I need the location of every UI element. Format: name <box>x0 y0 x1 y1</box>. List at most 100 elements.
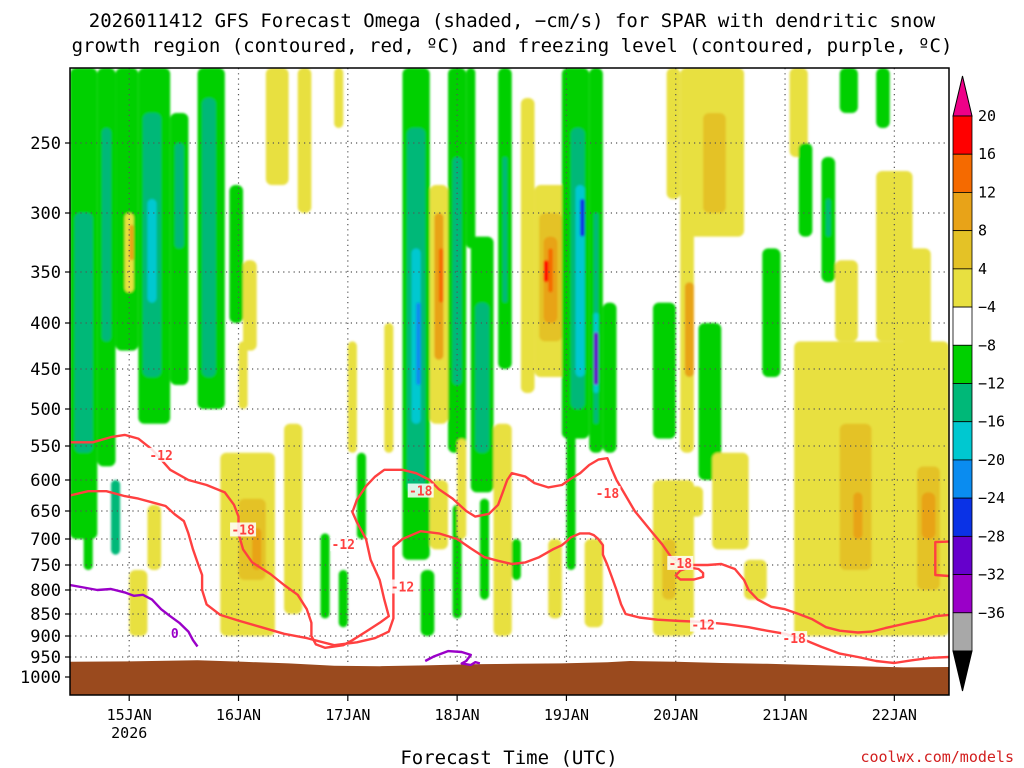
freezing-level-label: 0 <box>171 627 179 642</box>
omega-shade-cell <box>493 423 512 636</box>
omega-shade-cell <box>479 498 490 600</box>
dgz-contour-label: -18 <box>782 632 806 647</box>
dgz-contour-label-bg <box>230 522 257 537</box>
omega-shade-cell <box>265 68 289 185</box>
dgz-contour-label: -18 <box>409 485 433 500</box>
dgz-contour-label-bg <box>330 537 357 552</box>
x-tick-label: 20JAN <box>653 706 698 724</box>
x-tick-label: 16JAN <box>216 706 261 724</box>
omega-shade-cell <box>602 302 617 453</box>
colorbar-label: 16 <box>978 145 996 163</box>
omega-shade-cell <box>101 128 111 342</box>
y-tick-label: 750 <box>30 556 61 576</box>
omega-shade-cell <box>457 438 467 539</box>
colorbar-label: −28 <box>978 527 1005 545</box>
dgz-contour-line <box>70 490 949 665</box>
chart-title-line-1: 2026011412 GFS Forecast Omega (shaded, −… <box>89 10 936 32</box>
omega-shade-cell <box>83 492 93 570</box>
omega-shade-cell <box>798 143 813 237</box>
contour-lines: -18 -18 -18 -18 -18 -12 -12 -12 -12 0 <box>70 433 949 667</box>
omega-shading <box>70 68 949 636</box>
x-tick-label: 15JAN <box>107 706 152 724</box>
y-tick-label: 450 <box>30 360 61 380</box>
omega-shade-cell <box>712 452 749 550</box>
omega-shade-cell <box>826 199 831 237</box>
omega-shade-cell <box>652 302 676 439</box>
dgz-contour-label-bg <box>594 486 621 501</box>
grid-lines <box>70 68 949 695</box>
colorbar-swatch <box>952 421 973 461</box>
dgz-contour-label-bg <box>781 631 808 646</box>
colorbar-swatch <box>952 612 973 652</box>
omega-shade-cell <box>129 224 134 261</box>
colorbar-label: −12 <box>978 375 1005 393</box>
omega-shade-cell <box>115 68 139 351</box>
omega-shade-cell <box>520 98 535 393</box>
colorbar-swatch <box>952 153 973 193</box>
omega-shade-cell <box>666 68 681 199</box>
x-axis-label: Forecast Time (UTC) <box>400 747 617 768</box>
colorbar-label: 8 <box>978 222 987 240</box>
x-tick-label: 17JAN <box>325 706 370 724</box>
omega-shade-cell <box>284 423 303 614</box>
ground-fill <box>70 660 949 695</box>
colorbar-label: 12 <box>978 183 996 201</box>
y-tick-label: 550 <box>30 437 61 457</box>
y-tick-label: 700 <box>30 530 61 550</box>
y-tick-label: 250 <box>30 134 61 154</box>
omega-shade-cell <box>921 492 936 539</box>
omega-shade-cell <box>511 539 521 580</box>
omega-shade-cell <box>147 199 157 303</box>
colorbar-label: 20 <box>978 107 996 125</box>
colorbar-label: −32 <box>978 566 1005 584</box>
omega-shade-cell <box>853 492 863 539</box>
colorbar-swatch <box>952 535 973 575</box>
omega-shade-cell <box>835 260 858 342</box>
dgz-contour-label: -12 <box>691 619 714 634</box>
omega-shade-cell <box>297 68 312 213</box>
colorbar-label: 4 <box>978 260 987 278</box>
omega-shade-cell <box>548 539 562 619</box>
credit-text: coolwx.com/models <box>860 748 1014 766</box>
dgz-contour-label: -18 <box>669 557 693 572</box>
omega-shade-cell <box>903 248 931 393</box>
omega-shade-cell <box>438 248 444 303</box>
freezing-level-line <box>424 649 481 667</box>
omega-shade-cell <box>338 570 348 628</box>
x-tick-label: 21JAN <box>762 706 807 724</box>
omega-shade-cell <box>580 199 585 237</box>
omega-shade-cell <box>789 68 808 157</box>
y-tick-label: 1000 <box>20 668 61 688</box>
omega-shade-cell <box>334 68 344 128</box>
colorbar-label: −4 <box>978 298 996 316</box>
y-tick-label: 950 <box>30 648 61 668</box>
y-tick-label: 800 <box>30 581 61 601</box>
plot-area: -18 -18 -18 -18 -18 -12 -12 -12 -12 0 <box>70 68 949 695</box>
y-tick-label: 350 <box>30 263 61 283</box>
dgz-contour-label-bg <box>407 483 434 498</box>
colorbar-swatch <box>952 574 973 614</box>
colorbar-swatch <box>952 192 973 232</box>
omega-shade-cell <box>543 260 549 283</box>
dgz-contour-label: -18 <box>231 523 255 538</box>
freezing-level-label-bg <box>169 625 180 640</box>
omega-shade-cell <box>320 533 330 619</box>
omega-shade-cell <box>238 341 248 409</box>
dgz-contour-label-bg <box>389 579 416 594</box>
omega-shade-cell <box>110 480 121 555</box>
dgz-contour-line <box>70 433 949 649</box>
omega-shade-cell <box>771 302 781 369</box>
omega-shade-cell <box>548 248 553 293</box>
omega-shade-cell <box>876 68 890 128</box>
x-tick-label: 18JAN <box>435 706 480 724</box>
colorbar-swatch <box>952 115 973 155</box>
y-tick-label: 900 <box>30 627 61 647</box>
omega-shade-cell <box>147 504 162 570</box>
colorbar-top-arrow <box>952 75 973 117</box>
colorbar-swatch <box>952 383 973 423</box>
freezing-level-line <box>70 583 199 648</box>
colorbar: 20 16 12 8 4 −4 −8 −12 −16 −20 −24 −28 −32 −36 <box>952 75 1005 692</box>
omega-shade-cell <box>466 68 476 249</box>
colorbar-label: −36 <box>978 604 1005 622</box>
